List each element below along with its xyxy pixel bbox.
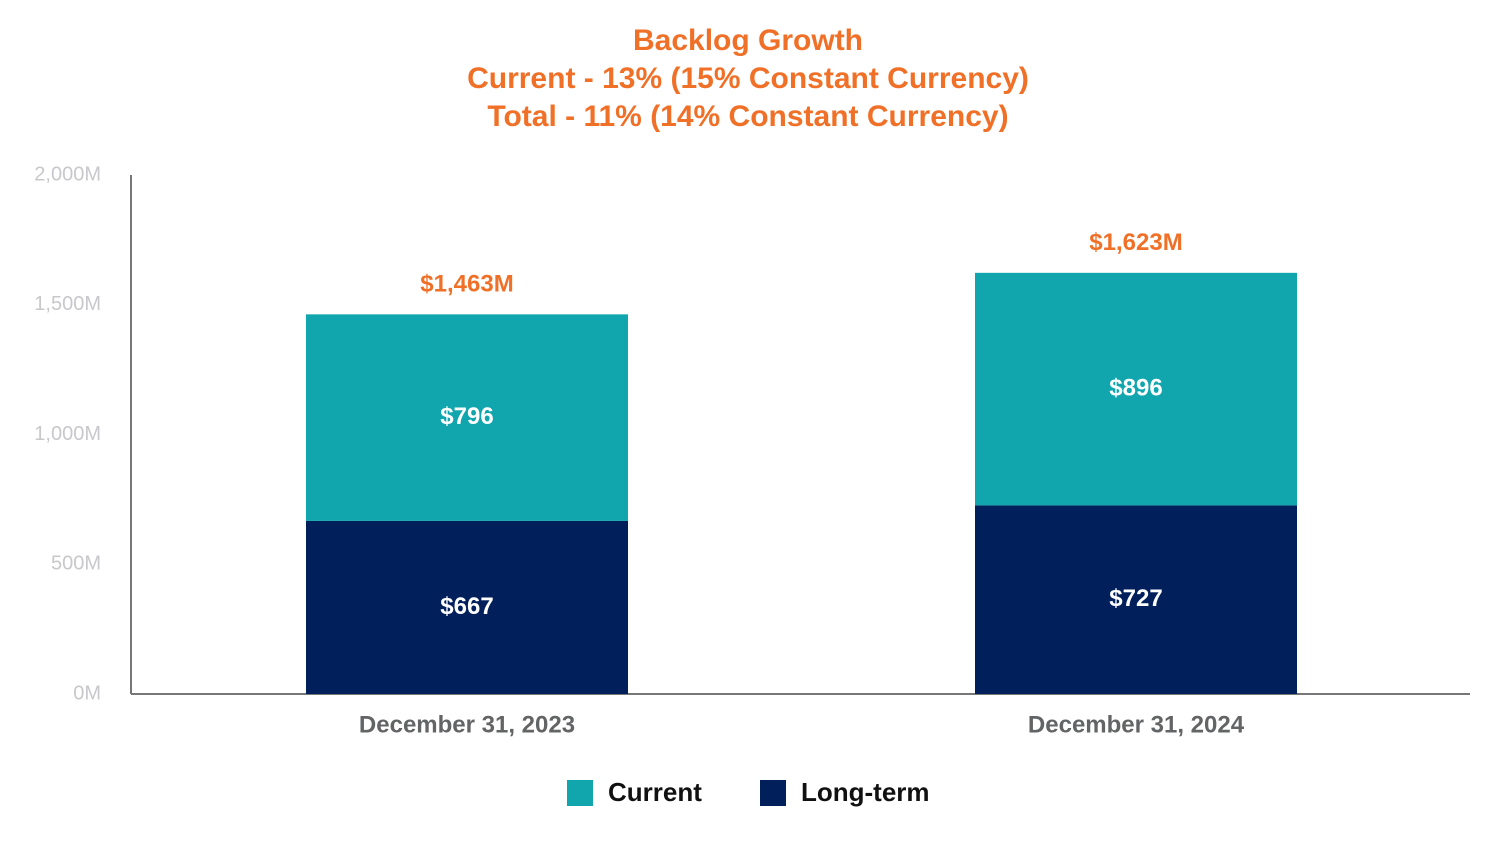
bar-segment <box>975 272 1297 506</box>
legend-label: Long-term <box>801 777 930 807</box>
chart-title: Backlog Growth <box>633 24 863 57</box>
legend-label: Current <box>608 777 702 807</box>
y-tick-label: 1,000M <box>34 423 101 445</box>
bar-segment <box>306 314 628 521</box>
total-label: $1,623M <box>1089 229 1182 256</box>
bar-segment <box>306 520 628 694</box>
bar-segment <box>975 505 1297 694</box>
y-tick-label: 500M <box>51 553 101 575</box>
total-label: $1,463M <box>420 271 513 298</box>
chart-subtitle: Total - 11% (14% Constant Currency) <box>487 100 1008 133</box>
data-label: $796 <box>440 403 493 430</box>
data-label: $727 <box>1109 585 1162 612</box>
y-tick-label: 2,000M <box>34 163 101 185</box>
data-label: $896 <box>1109 374 1162 401</box>
legend-swatch <box>567 780 593 806</box>
data-label: $667 <box>440 593 493 620</box>
y-tick-label: 0M <box>73 682 101 704</box>
chart-subtitle: Current - 13% (15% Constant Currency) <box>467 62 1029 95</box>
x-tick-label: December 31, 2023 <box>359 711 575 738</box>
legend-swatch <box>760 780 786 806</box>
x-tick-label: December 31, 2024 <box>1028 711 1245 738</box>
y-tick-label: 1,500M <box>34 293 101 315</box>
